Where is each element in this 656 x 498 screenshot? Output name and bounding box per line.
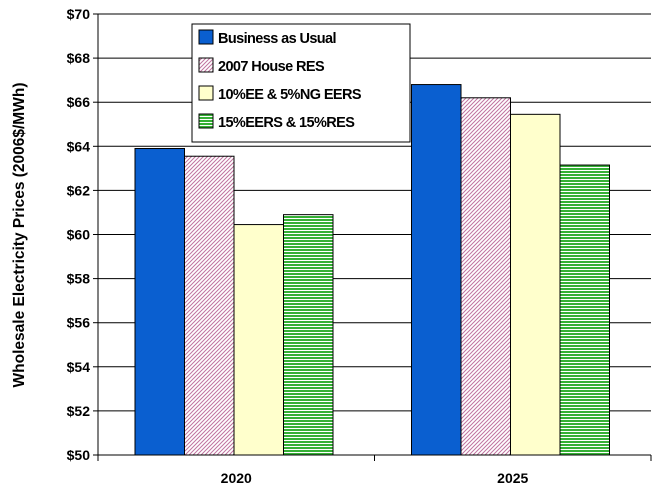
bar-2025-series-4: [559, 164, 610, 456]
bar-2025-series-3: [510, 113, 561, 456]
x-tick-label: 2025: [497, 470, 528, 486]
y-tick-label: $68: [67, 50, 91, 66]
y-tick-label: $66: [67, 94, 91, 110]
legend-swatch: [198, 113, 214, 129]
x-tick-labels: 2020 2025: [221, 470, 529, 486]
axes: [93, 13, 652, 461]
x-tick-label: 2020: [221, 470, 252, 486]
y-axis-title: Wholesale Electricity Prices (2006$/MWh): [11, 83, 28, 388]
bar-2025-series-1: [411, 84, 462, 456]
legend-swatch: [198, 29, 214, 45]
y-tick-label: $54: [67, 359, 91, 375]
y-tick-label: $70: [67, 6, 91, 22]
legend-label: 15%EERS & 15%RES: [218, 115, 355, 131]
bar-2020-series-3: [233, 224, 284, 456]
legend-box: [191, 23, 411, 143]
y-tick-label: $52: [67, 403, 91, 419]
y-tick-label: $50: [67, 447, 91, 463]
legend-label: 10%EE & 5%NG EERS: [218, 87, 362, 103]
y-tick-labels: $50 $52 $54 $56 $58 $60 $62 $64 $66 $68 $70: [67, 6, 91, 463]
y-tick-label: $64: [67, 138, 91, 154]
legend-swatch: [198, 85, 214, 101]
legend-label: Business as Usual: [218, 31, 336, 47]
bar-2020-series-1: [134, 148, 185, 456]
y-tick-label: $56: [67, 315, 91, 331]
y-tick-label: $58: [67, 271, 91, 287]
bar-2025-series-2: [460, 97, 511, 456]
legend-label: 2007 House RES: [218, 59, 325, 75]
legend-swatch: [198, 57, 214, 73]
y-tick-label: $60: [67, 227, 91, 243]
legend: Business as Usual 2007 House RES 10%EE & 5…: [191, 23, 411, 143]
y-tick-label: $62: [67, 182, 91, 198]
bar-2020-series-2: [184, 155, 235, 456]
bar-2020-series-4: [283, 214, 334, 456]
